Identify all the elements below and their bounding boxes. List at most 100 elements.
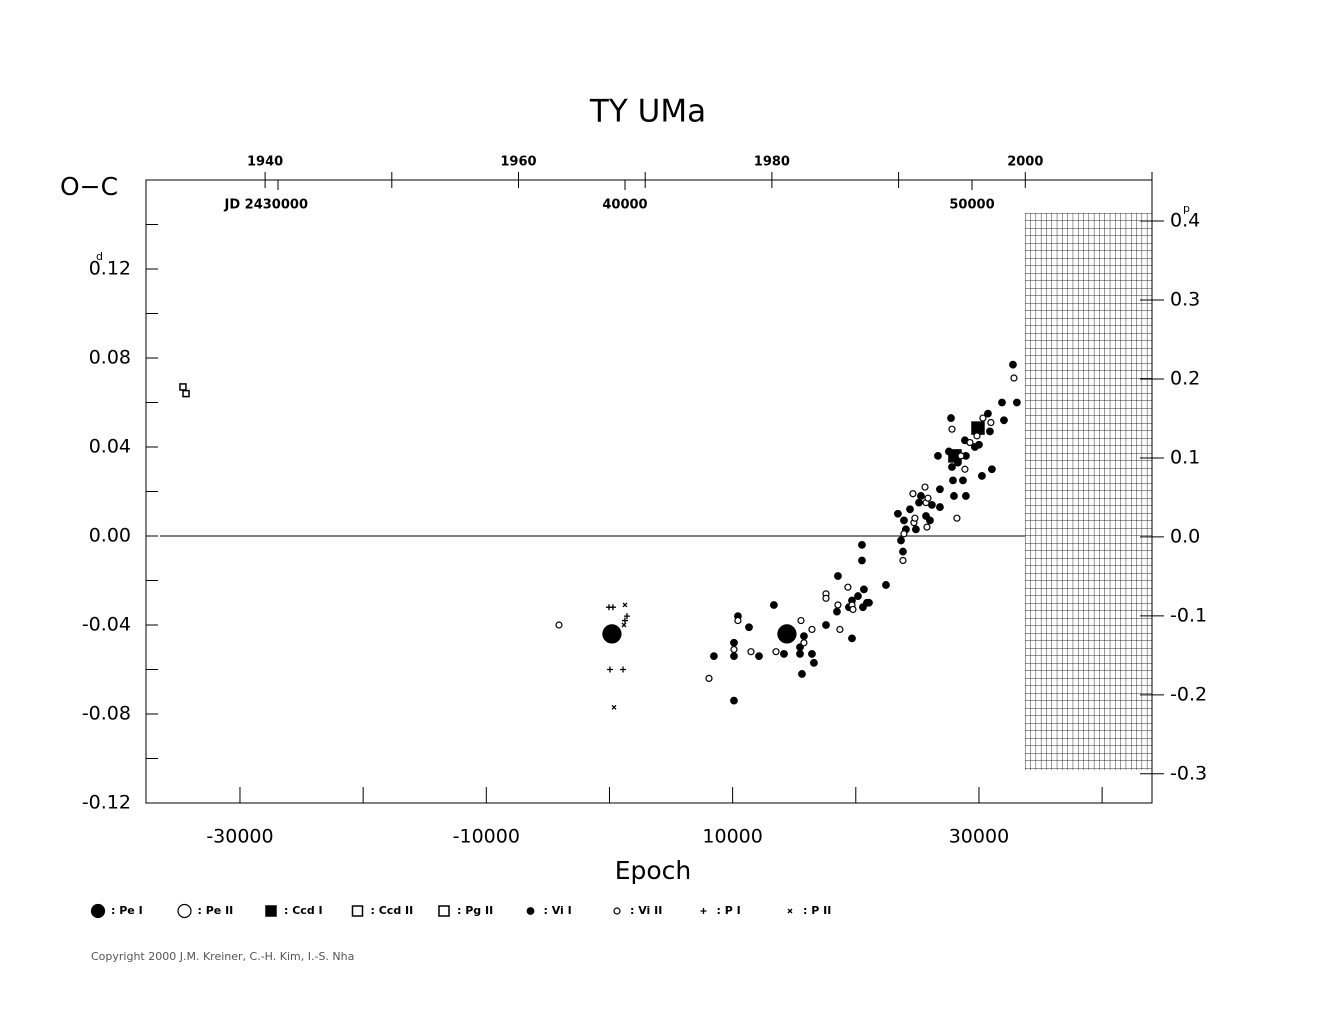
point <box>897 536 905 545</box>
legend-marker <box>265 905 277 917</box>
point <box>917 492 925 500</box>
point <box>957 452 965 460</box>
point <box>836 625 844 634</box>
point <box>848 634 856 643</box>
point <box>915 498 923 507</box>
point <box>909 490 917 498</box>
point <box>899 547 907 556</box>
x2-tick-label: 2000 <box>1007 155 1043 170</box>
point <box>949 476 957 485</box>
point <box>987 418 995 427</box>
x-axis-label: Epoch <box>615 856 692 885</box>
point <box>953 458 962 467</box>
point <box>1010 374 1018 382</box>
y2-tick-label: 0.3 <box>1170 289 1200 311</box>
point <box>979 414 987 422</box>
point <box>796 650 804 658</box>
jd-tick-label: JD 2430000 <box>224 198 308 213</box>
point <box>900 530 908 538</box>
point <box>986 427 994 436</box>
y-tick-label: -0.08 <box>82 703 131 725</box>
legend-marker <box>90 903 106 919</box>
point <box>834 601 842 609</box>
point <box>705 674 713 683</box>
point <box>921 483 929 491</box>
point <box>710 652 718 661</box>
point <box>798 670 806 678</box>
point <box>911 525 920 534</box>
y2-tick-label: -0.1 <box>1170 604 1207 626</box>
y-tick-label: -0.12 <box>82 792 131 814</box>
legend-label: : Pg II <box>457 904 493 917</box>
point <box>555 621 563 629</box>
copyright: Copyright 2000 J.M. Kreiner, C.-H. Kim, … <box>91 950 354 963</box>
point <box>621 617 628 624</box>
legend-marker <box>787 908 793 914</box>
y2-tick-label: 0.1 <box>1170 446 1200 468</box>
point <box>865 598 873 607</box>
point <box>1012 398 1021 407</box>
point <box>822 621 830 629</box>
point <box>971 421 985 435</box>
point <box>833 607 841 616</box>
point <box>966 438 974 447</box>
y2-tick-label: -0.3 <box>1170 762 1207 784</box>
y-tick-label: -0.04 <box>82 614 131 636</box>
point <box>772 648 780 656</box>
point <box>730 652 738 661</box>
point <box>609 604 616 611</box>
x-tick-label: 30000 <box>949 826 1009 848</box>
x2-tick-label: 1960 <box>500 155 536 170</box>
point <box>998 398 1006 407</box>
point <box>923 523 931 531</box>
point <box>911 514 919 522</box>
point <box>730 696 738 705</box>
point <box>797 616 805 625</box>
y-axis-label: O−C <box>60 172 118 201</box>
point <box>769 601 778 609</box>
point <box>800 639 808 647</box>
point <box>623 613 630 620</box>
point <box>730 645 738 654</box>
legend-marker <box>177 903 192 919</box>
jd-tick-label: 50000 <box>949 198 994 213</box>
legend-label: : P II <box>803 904 831 917</box>
legend-label: : Pe I <box>111 904 143 917</box>
legend-label: : Vi I <box>544 904 572 917</box>
point <box>745 623 753 632</box>
chart-title: TY UMa <box>589 94 706 130</box>
y2-tick-label: -0.2 <box>1170 683 1207 705</box>
y-tick-label: 0.04 <box>89 436 131 458</box>
legend-marker <box>526 907 535 915</box>
y-tick-label: 0.08 <box>89 347 131 369</box>
point <box>844 583 852 591</box>
point <box>984 409 992 418</box>
point <box>975 440 983 449</box>
legend-marker <box>700 908 707 914</box>
point <box>777 624 797 644</box>
point <box>858 556 866 565</box>
point <box>858 541 866 549</box>
point <box>755 652 763 661</box>
point <box>780 650 788 658</box>
point <box>961 492 970 500</box>
point <box>950 492 958 500</box>
point <box>734 616 742 625</box>
point <box>808 625 816 634</box>
point <box>961 465 969 473</box>
y2-tick-label: 0.0 <box>1170 525 1200 547</box>
point <box>948 425 956 433</box>
point <box>934 452 942 460</box>
point <box>900 516 908 525</box>
point <box>796 643 804 652</box>
x2-tick-label: 1940 <box>247 155 283 170</box>
legend-label: : Vi II <box>630 904 662 917</box>
y-tick-label: 0.00 <box>89 525 131 547</box>
point <box>928 500 936 509</box>
point <box>1000 416 1008 425</box>
legend-marker <box>438 905 450 917</box>
point <box>606 666 613 673</box>
legend-marker <box>351 905 364 917</box>
